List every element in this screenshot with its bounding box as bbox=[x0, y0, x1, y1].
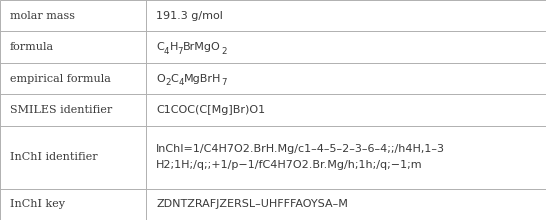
Text: 4: 4 bbox=[178, 78, 183, 87]
Text: InChI key: InChI key bbox=[10, 199, 65, 209]
Text: C: C bbox=[170, 73, 178, 84]
Text: SMILES identifier: SMILES identifier bbox=[10, 105, 112, 115]
Text: H: H bbox=[169, 42, 178, 52]
Text: 7: 7 bbox=[221, 78, 227, 87]
Text: C1COC(C[Mg]Br)O1: C1COC(C[Mg]Br)O1 bbox=[156, 105, 265, 115]
Text: ZDNTZRAFJZERSL–UHFFFAOYSA–M: ZDNTZRAFJZERSL–UHFFFAOYSA–M bbox=[156, 199, 348, 209]
Text: InChI identifier: InChI identifier bbox=[10, 152, 97, 162]
Text: 191.3 g/mol: 191.3 g/mol bbox=[156, 11, 223, 21]
Text: C: C bbox=[156, 42, 164, 52]
Text: H2;1H;/q;;+1/p−1/fC4H7O2.Br.Mg/h;1h;/q;−1;m: H2;1H;/q;;+1/p−1/fC4H7O2.Br.Mg/h;1h;/q;−… bbox=[156, 160, 423, 170]
Text: O: O bbox=[156, 73, 165, 84]
Text: InChI=1/C4H7O2.BrH.Mg/c1–4–5–2–3–6–4;;/h4H,1–3: InChI=1/C4H7O2.BrH.Mg/c1–4–5–2–3–6–4;;/h… bbox=[156, 144, 445, 154]
Text: 2: 2 bbox=[165, 78, 170, 87]
Text: formula: formula bbox=[10, 42, 54, 52]
Text: 7: 7 bbox=[178, 47, 183, 56]
Text: MgBrH: MgBrH bbox=[183, 73, 221, 84]
Text: empirical formula: empirical formula bbox=[10, 73, 111, 84]
Text: molar mass: molar mass bbox=[10, 11, 75, 21]
Text: BrMgO: BrMgO bbox=[183, 42, 221, 52]
Text: 2: 2 bbox=[221, 47, 227, 56]
Text: 4: 4 bbox=[164, 47, 169, 56]
